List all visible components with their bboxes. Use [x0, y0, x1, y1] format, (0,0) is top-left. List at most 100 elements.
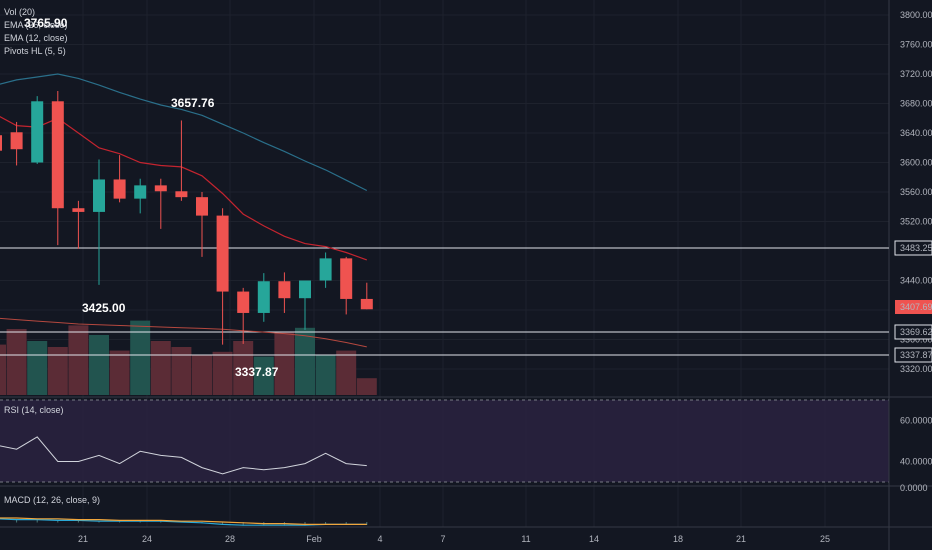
y-tick-label: 3800.00 — [900, 10, 932, 20]
candle-body — [113, 179, 126, 199]
indicator-rsi[interactable]: RSI (14, close) — [4, 405, 64, 415]
macd-histogram-bar — [366, 522, 368, 525]
time-axis[interactable]: 21 24 28 Feb 4 7 11 14 18 21 25 — [78, 534, 830, 544]
macd-histogram-bar — [98, 521, 100, 523]
candle-body — [278, 281, 291, 299]
rsi-tick-label: 60.0000 — [900, 416, 932, 426]
volume-bar — [295, 327, 315, 395]
rsi-line — [0, 436, 367, 475]
candle-body — [175, 191, 188, 198]
volume-bar — [68, 325, 89, 395]
candle-body — [134, 185, 147, 199]
x-tick-label: 24 — [142, 534, 152, 544]
candlesticks — [0, 90, 373, 345]
volume-bar — [6, 329, 27, 395]
ema-lower-line — [0, 317, 367, 348]
macd-histogram-bar — [119, 521, 121, 523]
volume-bar — [89, 335, 109, 395]
y-tick-label: 3600.00 — [900, 158, 932, 168]
volume-bar — [27, 341, 48, 395]
candle-body — [0, 135, 2, 151]
y-tick-label: 3720.00 — [900, 69, 932, 79]
macd-histogram-bar — [160, 521, 162, 523]
indicator-vol[interactable]: Vol (20) — [4, 7, 36, 17]
macd-histogram-bar — [325, 522, 327, 525]
candle-body — [196, 197, 208, 216]
volume-bar — [47, 347, 68, 395]
macd-histogram-bar — [16, 519, 18, 523]
volume-bar — [356, 378, 377, 395]
macd-signal-path — [0, 517, 367, 525]
x-tick-label: 28 — [225, 534, 235, 544]
macd-lines — [0, 517, 368, 526]
indicator-ema-12[interactable]: EMA (12, close) — [4, 33, 68, 43]
x-tick-label: Feb — [306, 534, 322, 544]
macd-tick-label: 0.0000 — [900, 483, 928, 493]
price-tag-3407: 3407.69 — [900, 302, 932, 312]
candle-body — [216, 215, 229, 292]
volume-bar — [0, 344, 6, 395]
x-tick-label: 21 — [78, 534, 88, 544]
candle-body — [257, 281, 270, 313]
candle-body — [299, 280, 311, 299]
x-tick-label: 11 — [521, 534, 530, 544]
candle-body — [10, 132, 23, 150]
rsi-line-path — [0, 436, 367, 475]
volume-bar — [212, 351, 233, 395]
macd-line-path — [0, 518, 367, 526]
macd-histogram-bar — [345, 522, 347, 525]
candle-body — [72, 208, 85, 212]
y-tick-label: 3640.00 — [900, 128, 932, 138]
pivot-label-low-2: 3337.87 — [235, 365, 279, 379]
price-tag-3407-bg — [895, 300, 932, 314]
volume-bar — [315, 355, 336, 395]
candle-body — [51, 101, 64, 209]
macd-histogram-bar — [57, 520, 59, 523]
candle-body — [154, 185, 167, 192]
volume-bar — [130, 320, 151, 395]
x-tick-label: 18 — [673, 534, 683, 544]
macd-histogram-bar — [77, 520, 79, 523]
candle-body — [93, 179, 105, 212]
price-tag-3369-bg — [894, 324, 932, 340]
y-tick-label: 3320.00 — [900, 364, 932, 374]
volume-bar — [150, 341, 171, 395]
y-tick-label: 3680.00 — [900, 99, 932, 109]
x-tick-label: 14 — [589, 534, 599, 544]
candle-body — [340, 258, 353, 299]
indicator-macd[interactable]: MACD (12, 26, close, 9) — [4, 495, 101, 505]
indicator-pivots[interactable]: Pivots HL (5, 5) — [4, 46, 66, 56]
x-tick-label: 7 — [440, 534, 445, 544]
macd-histogram-bar — [139, 521, 141, 523]
price-tag-3369: 3369.62 — [900, 327, 932, 337]
candle-body — [237, 291, 250, 313]
pivot-label-high-2: 3657.76 — [171, 96, 215, 110]
volume-bar — [171, 347, 192, 395]
volume-bar — [192, 355, 212, 395]
macd-histogram-bar — [242, 522, 244, 526]
x-tick-label: 4 — [377, 534, 382, 544]
y-tick-label: 3760.00 — [900, 40, 932, 50]
rsi-band — [0, 400, 889, 482]
candle-body — [360, 298, 373, 310]
rsi-tick-label: 40.0000 — [900, 457, 932, 467]
candle-body — [31, 101, 44, 163]
indicator-ema-26[interactable]: EMA (26, close) — [4, 20, 68, 30]
volume-bar — [274, 332, 295, 395]
y-tick-label: 3440.00 — [900, 276, 932, 286]
candle-body — [319, 258, 332, 281]
price-tag-3337: 3337.87 — [900, 350, 932, 360]
price-axis[interactable]: 3800.00 3760.00 3720.00 3680.00 3640.00 3600.… — [900, 10, 932, 493]
x-tick-label: 25 — [820, 534, 830, 544]
volume-bar — [253, 356, 274, 395]
pivot-label-high-1: 3765.90 — [24, 16, 68, 30]
price-tag-3337-bg — [894, 347, 932, 363]
price-tag-3483: 3483.25 — [900, 243, 932, 253]
price-tag-3483-bg — [894, 240, 932, 256]
volume-bar — [109, 350, 130, 395]
ema-26-line — [0, 73, 368, 192]
volume-bar — [336, 350, 357, 395]
y-tick-label: 3520.00 — [900, 217, 932, 227]
pivot-label-low-1: 3425.00 — [82, 301, 126, 315]
